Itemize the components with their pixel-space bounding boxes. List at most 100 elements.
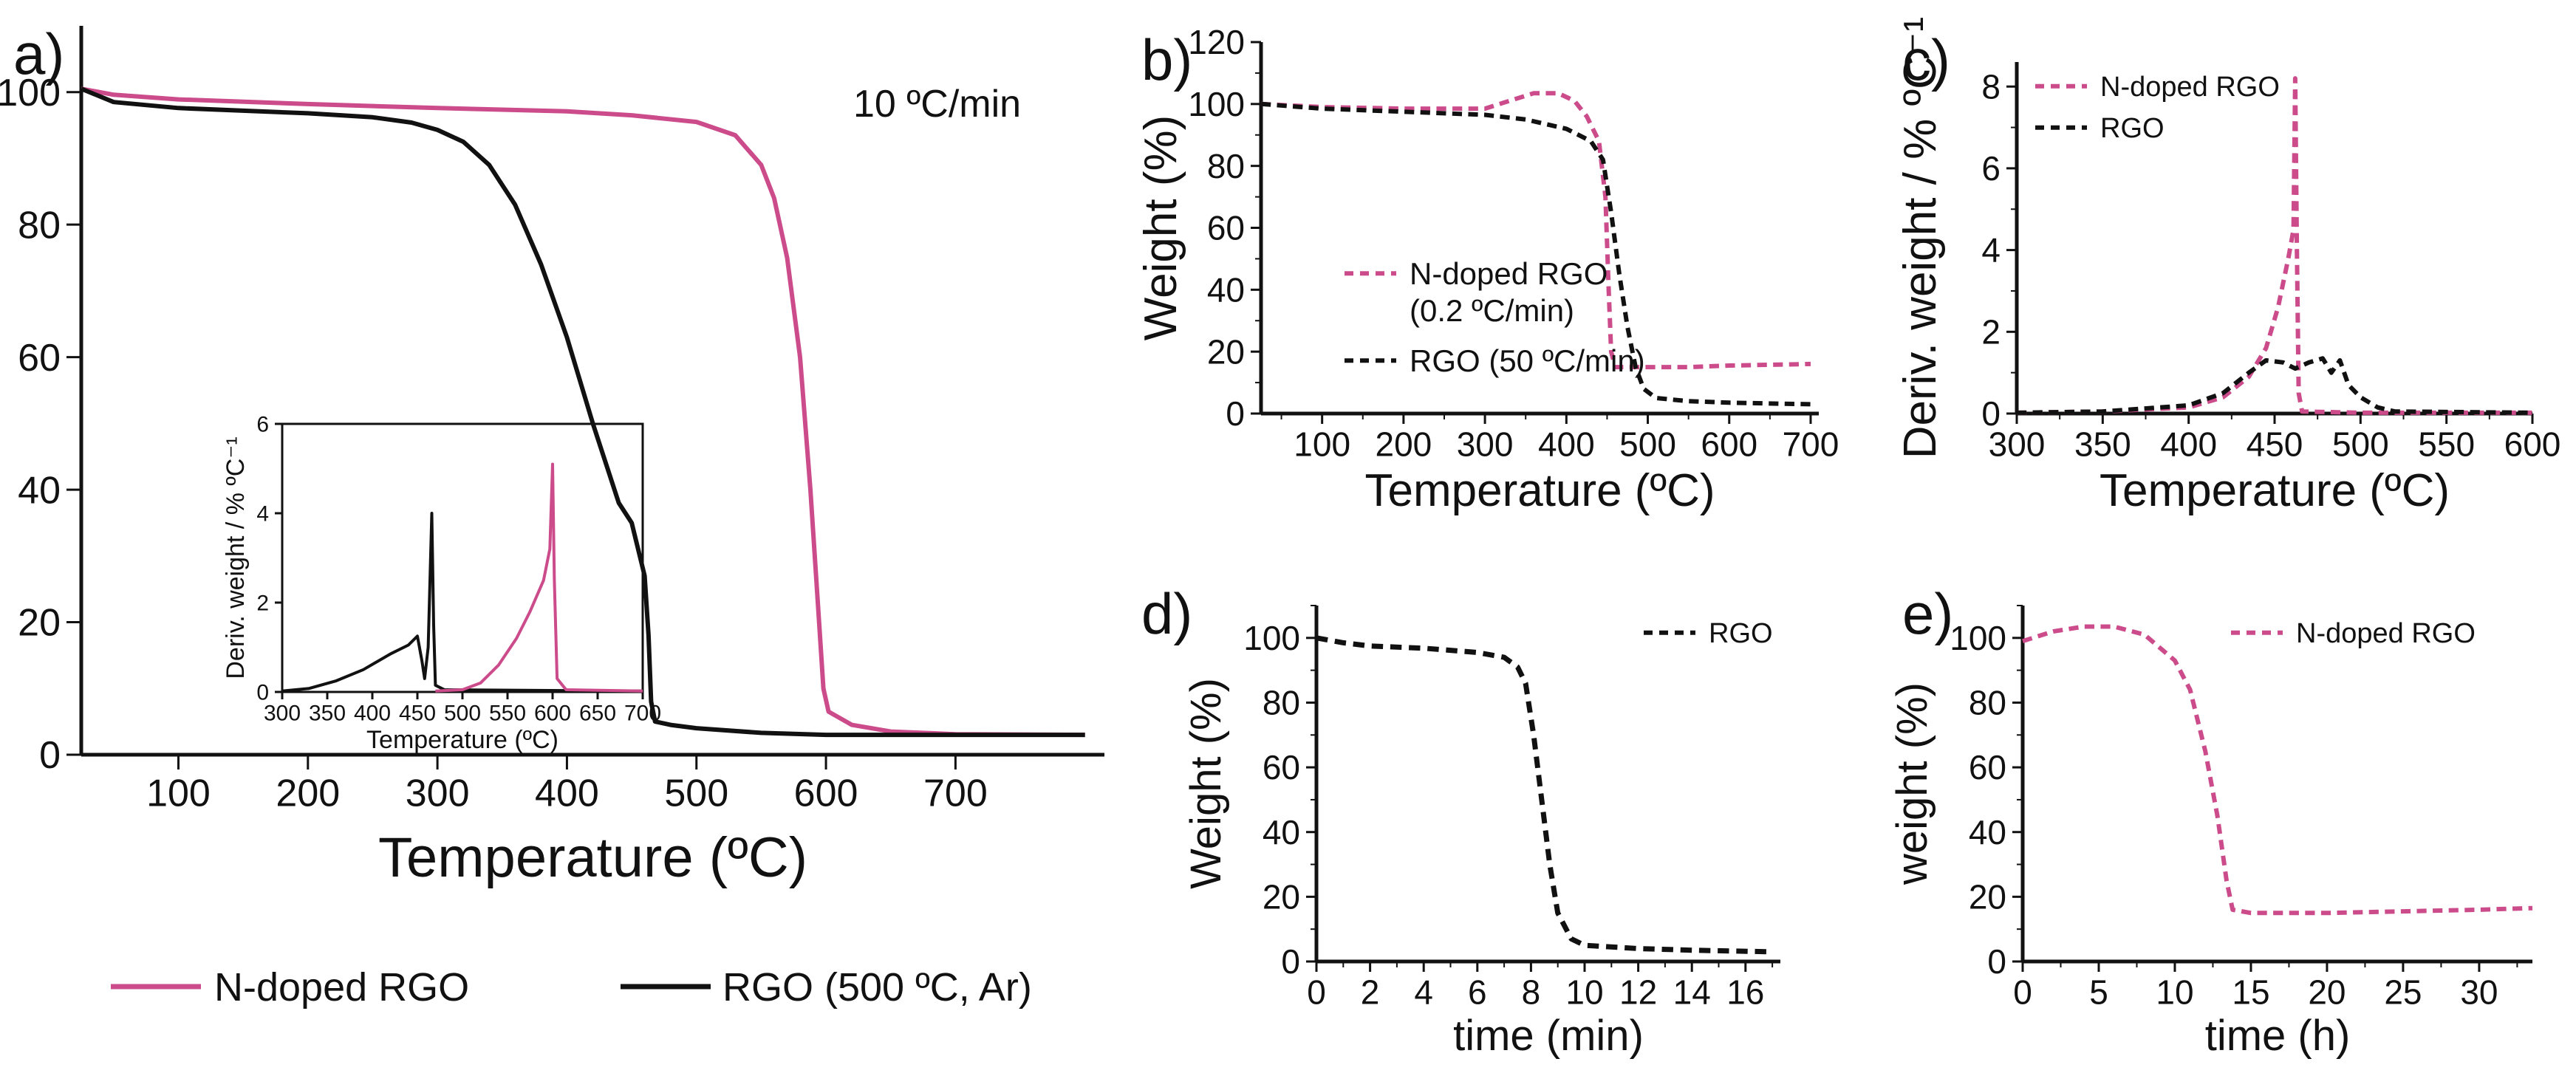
x-tick-label: 700 [1783,425,1839,464]
y-tick-label: 4 [256,502,269,527]
series-line-b-0 [1260,91,1811,370]
y-axis-title: weight (%) [1888,682,1936,885]
x-tick-label: 2 [1361,973,1380,1012]
series-line-d-0 [1316,635,1773,955]
x-axis-title: Temperature (ºC) [1365,465,1715,516]
panel-c-label: c) [1902,27,1950,92]
y-tick-label: 40 [1207,270,1245,309]
y-axis-title: Weight (%) [1182,678,1230,889]
x-tick-label: 300 [1989,425,2046,464]
x-tick-label: 400 [354,702,391,726]
x-tick-label: 100 [146,772,211,815]
bottom-legend: N-doped RGO RGO (500 ºC, Ar) [111,965,1032,1009]
y-tick-label: 40 [1969,813,2006,851]
legend-label: RGO [2100,113,2165,144]
y-tick-label: 6 [256,413,269,437]
legend-label: N-doped RGO [2296,618,2476,649]
x-tick-label: 100 [1294,425,1350,464]
y-tick-label: 0 [39,734,61,777]
inset-frame [281,422,644,693]
series-line-a-inset-0 [281,512,643,693]
chart-c: 300 350 400 450 500 550 600 0 2 4 6 8 Temperature (º… [1895,17,2560,516]
x-tick-label: 600 [534,702,571,726]
chart-a-inset: 300 350 400 450 500 550 600 650 700 0 2 4 6 Temperatu… [222,413,661,755]
x-axis-title: Temperature (ºC) [2100,465,2450,516]
legend-label-rgo: RGO (500 ºC, Ar) [722,965,1032,1009]
y-tick-label: 60 [1263,748,1300,786]
series-line-b-1 [1260,101,1811,407]
y-tick-label: 40 [1263,813,1300,851]
y-tick-label: 100 [1188,85,1245,123]
y-tick-label: 120 [1188,23,1245,61]
x-tick-label: 300 [406,772,470,815]
y-tick-label: 100 [0,72,61,114]
x-tick-label: 20 [2308,973,2346,1012]
legend-sublabel: (0.2 ºC/min) [1410,293,1574,328]
y-tick-label: 60 [1207,209,1245,247]
y-axis-title: Deriv. weight / % ºC⁻¹ [222,436,250,679]
y-tick-label: 8 [1981,67,2001,106]
x-tick-label: 300 [1457,425,1514,464]
y-tick-label: 0 [1226,394,1245,433]
x-axis-title: Temperature (ºC) [378,826,807,889]
x-tick-label: 500 [2332,425,2389,464]
panel-d-label: d) [1141,581,1192,646]
y-tick-label: 20 [1207,332,1245,371]
y-tick-label: 20 [18,602,61,645]
chart-b: 100 200 300 400 500 600 700 0 20 40 60 80 100 120 Temp… [1135,23,1839,516]
legend-label-ndoped: N-doped RGO [214,965,469,1009]
y-axis-title: Weight (%) [1135,115,1186,341]
x-tick-label: 0 [2013,973,2032,1012]
x-tick-label: 500 [664,772,728,815]
y-tick-label: 60 [18,337,61,380]
rate-annotation: 10 ºC/min [853,83,1021,126]
series-line-a-1 [80,86,1085,738]
x-tick-label: 8 [1522,973,1541,1012]
series-line-e-0 [2022,624,2533,916]
panel-e-label: e) [1902,581,1953,646]
x-tick-label: 200 [276,772,340,815]
x-tick-label: 650 [579,702,616,726]
x-tick-label: 14 [1673,973,1711,1012]
y-tick-label: 40 [18,469,61,512]
y-tick-label: 2 [256,592,269,616]
y-tick-label: 0 [1987,942,2006,981]
y-tick-label: 60 [1969,748,2006,786]
x-tick-label: 400 [2160,425,2217,464]
x-tick-label: 700 [624,702,661,726]
x-tick-label: 700 [923,772,988,815]
x-tick-label: 4 [1414,973,1433,1012]
x-tick-label: 16 [1726,973,1764,1012]
y-axis-title: Deriv. weight / % ºC⁻¹ [1895,17,1946,459]
x-tick-label: 300 [264,702,301,726]
panel-b-label: b) [1141,27,1192,92]
y-tick-label: 0 [1281,942,1300,981]
x-tick-label: 6 [1468,973,1487,1012]
x-tick-label: 400 [1538,425,1595,464]
x-tick-label: 200 [1376,425,1432,464]
y-tick-label: 80 [18,204,61,247]
y-tick-label: 100 [1950,619,2006,657]
x-tick-label: 350 [309,702,346,726]
x-tick-label: 550 [489,702,526,726]
x-tick-label: 10 [1565,973,1603,1012]
x-tick-label: 30 [2460,973,2498,1012]
legend-label: N-doped RGO [2100,72,2280,103]
chart-e: 0 5 10 15 20 25 30 0 20 40 60 80 100 time (h) weight (… [1888,605,2533,1060]
panel-a-label: a) [13,21,64,86]
x-tick-label: 400 [535,772,599,815]
y-tick-label: 0 [256,681,269,705]
y-tick-label: 80 [1969,684,2006,722]
x-tick-label: 12 [1619,973,1657,1012]
y-tick-label: 0 [1981,394,2001,433]
y-tick-label: 20 [1969,877,2006,916]
y-tick-label: 80 [1263,684,1300,722]
x-tick-label: 550 [2418,425,2475,464]
x-tick-label: 500 [1619,425,1676,464]
y-tick-label: 4 [1981,231,2001,270]
x-tick-label: 0 [1307,973,1326,1012]
legend-label: RGO (50 ºC/min) [1410,343,1645,378]
series-line-a-0 [81,86,1085,738]
